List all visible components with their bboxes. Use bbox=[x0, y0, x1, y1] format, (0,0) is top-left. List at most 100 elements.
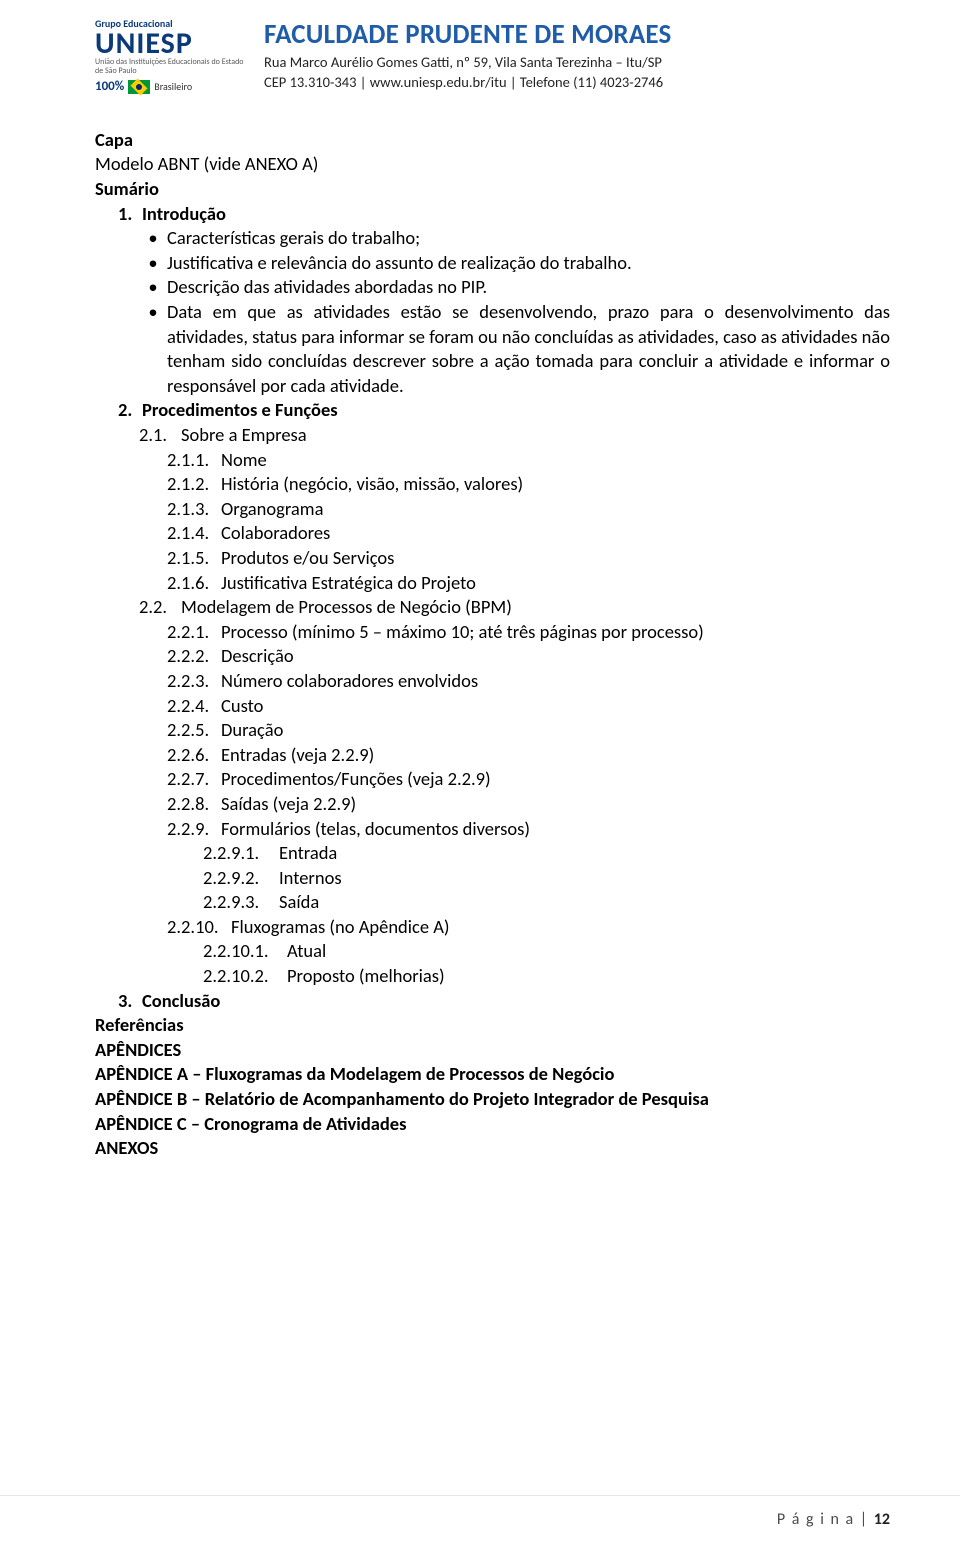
brasileiro-label: Brasileiro bbox=[154, 81, 192, 92]
num: 2.2.4. bbox=[167, 694, 221, 719]
heading-anexos: ANEXOS bbox=[95, 1136, 890, 1161]
txt: Internos bbox=[279, 866, 342, 891]
txt: Colaboradores bbox=[221, 521, 330, 546]
item-2-1-3: 2.1.3.Organograma bbox=[95, 497, 890, 522]
num: 2.1.2. bbox=[167, 472, 221, 497]
line-modelo: Modelo ABNT (vide ANEXO A) bbox=[95, 152, 890, 177]
num-2-2: 2.2. bbox=[139, 595, 181, 620]
header-text-block: FACULDADE PRUDENTE DE MORAES Rua Marco A… bbox=[264, 18, 671, 94]
txt: Entrada bbox=[279, 841, 337, 866]
website-link[interactable]: www.uniesp.edu.br/itu bbox=[370, 73, 507, 91]
item-2-2-9-3: 2.2.9.3.Saída bbox=[95, 890, 890, 915]
document-body: Capa Modelo ABNT (vide ANEXO A) Sumário … bbox=[95, 128, 890, 1161]
num: 2.2.5. bbox=[167, 718, 221, 743]
cep-text: CEP 13.310-343 | bbox=[264, 73, 370, 91]
bullet-4: •Data em que as atividades estão se dese… bbox=[95, 300, 890, 398]
txt: Custo bbox=[221, 694, 263, 719]
item-2-1: 2.1.Sobre a Empresa bbox=[95, 423, 890, 448]
institution-address: Rua Marco Aurélio Gomes Gatti, nº 59, Vi… bbox=[264, 53, 671, 73]
item-2-2-9-1: 2.2.9.1.Entrada bbox=[95, 841, 890, 866]
logo-sub-text: União das Instituições Educacionais do E… bbox=[95, 58, 250, 76]
item-2-2-9: 2.2.9.Formulários (telas, documentos div… bbox=[95, 817, 890, 842]
heading-apendices: APÊNDICES bbox=[95, 1038, 890, 1063]
page-footer: P á g i n a | 12 bbox=[777, 1510, 890, 1529]
txt: Procedimentos/Funções (veja 2.2.9) bbox=[221, 767, 491, 792]
num: 2.2.9.2. bbox=[203, 866, 279, 891]
page-number: 12 bbox=[874, 1510, 890, 1529]
footer-sep: | bbox=[855, 1510, 874, 1529]
bullet-icon: • bbox=[139, 251, 167, 276]
txt: Número colaboradores envolvidos bbox=[221, 669, 478, 694]
item-1: 1. Introdução bbox=[95, 202, 890, 227]
item-2-2-7: 2.2.7.Procedimentos/Funções (veja 2.2.9) bbox=[95, 767, 890, 792]
num: 2.2.7. bbox=[167, 767, 221, 792]
num: 2.2.3. bbox=[167, 669, 221, 694]
num: 2.1.5. bbox=[167, 546, 221, 571]
txt: Proposto (melhorias) bbox=[287, 964, 445, 989]
item-2-1-4: 2.1.4.Colaboradores bbox=[95, 521, 890, 546]
txt: Produtos e/ou Serviços bbox=[221, 546, 394, 571]
apendice-a: APÊNDICE A – Fluxogramas da Modelagem de… bbox=[95, 1062, 890, 1087]
item-3: 3.Conclusão bbox=[95, 989, 890, 1014]
num-1: 1. bbox=[118, 202, 142, 227]
txt: História (negócio, visão, missão, valore… bbox=[221, 472, 523, 497]
phone-text: | Telefone (11) 4023-2746 bbox=[507, 73, 664, 91]
num-2-1: 2.1. bbox=[139, 423, 181, 448]
page-header: Grupo Educacional UNIESP União das Insti… bbox=[95, 18, 890, 94]
flag-icon bbox=[128, 80, 150, 94]
bullet-icon: • bbox=[139, 275, 167, 300]
bullet-icon: • bbox=[139, 226, 167, 251]
txt: Saída bbox=[279, 890, 319, 915]
item-2-2-10-1: 2.2.10.1.Atual bbox=[95, 939, 890, 964]
num: 2.1.1. bbox=[167, 448, 221, 473]
percent-label: 100% bbox=[95, 80, 124, 94]
num-3: 3. bbox=[118, 989, 142, 1014]
item-2-2-9-2: 2.2.9.2.Internos bbox=[95, 866, 890, 891]
txt: Duração bbox=[221, 718, 283, 743]
item-2-2-4: 2.2.4.Custo bbox=[95, 694, 890, 719]
num-2: 2. bbox=[118, 398, 142, 423]
title-1: Introdução bbox=[142, 202, 226, 227]
item-2-2: 2.2.Modelagem de Processos de Negócio (B… bbox=[95, 595, 890, 620]
num: 2.1.4. bbox=[167, 521, 221, 546]
num: 2.2.10. bbox=[167, 915, 231, 940]
bullet-icon: • bbox=[139, 300, 167, 398]
item-2-2-10-2: 2.2.10.2.Proposto (melhorias) bbox=[95, 964, 890, 989]
txt: Nome bbox=[221, 448, 267, 473]
num: 2.2.9.1. bbox=[203, 841, 279, 866]
item-2-1-2: 2.1.2.História (negócio, visão, missão, … bbox=[95, 472, 890, 497]
item-2-1-1: 2.1.1.Nome bbox=[95, 448, 890, 473]
num: 2.2.6. bbox=[167, 743, 221, 768]
txt: Entradas (veja 2.2.9) bbox=[221, 743, 374, 768]
logo-badge: 100% Brasileiro bbox=[95, 80, 250, 94]
title-2-1: Sobre a Empresa bbox=[181, 423, 307, 448]
heading-capa: Capa bbox=[95, 128, 890, 153]
title-2-2: Modelagem de Processos de Negócio (BPM) bbox=[181, 595, 512, 620]
title-3: Conclusão bbox=[142, 989, 220, 1014]
txt: Justificativa Estratégica do Projeto bbox=[221, 571, 476, 596]
txt: Fluxogramas (no Apêndice A) bbox=[231, 915, 450, 940]
num: 2.2.10.1. bbox=[203, 939, 287, 964]
institution-contact: CEP 13.310-343 | www.uniesp.edu.br/itu |… bbox=[264, 73, 671, 93]
item-2-2-10: 2.2.10.Fluxogramas (no Apêndice A) bbox=[95, 915, 890, 940]
bullet-text: Data em que as atividades estão se desen… bbox=[167, 300, 890, 398]
txt: Formulários (telas, documentos diversos) bbox=[221, 817, 530, 842]
txt: Processo (mínimo 5 – máximo 10; até três… bbox=[221, 620, 704, 645]
heading-sumario: Sumário bbox=[95, 177, 890, 202]
item-2-2-5: 2.2.5.Duração bbox=[95, 718, 890, 743]
num: 2.2.2. bbox=[167, 644, 221, 669]
item-2-2-8: 2.2.8.Saídas (veja 2.2.9) bbox=[95, 792, 890, 817]
num: 2.1.3. bbox=[167, 497, 221, 522]
footer-divider bbox=[0, 1495, 960, 1496]
bullet-1: •Características gerais do trabalho; bbox=[95, 226, 890, 251]
bullet-2: •Justificativa e relevância do assunto d… bbox=[95, 251, 890, 276]
num: 2.2.10.2. bbox=[203, 964, 287, 989]
num: 2.2.1. bbox=[167, 620, 221, 645]
num: 2.2.9. bbox=[167, 817, 221, 842]
num: 2.2.9.3. bbox=[203, 890, 279, 915]
txt: Descrição bbox=[221, 644, 294, 669]
item-2-1-5: 2.1.5.Produtos e/ou Serviços bbox=[95, 546, 890, 571]
txt: Atual bbox=[287, 939, 326, 964]
item-2-2-3: 2.2.3.Número colaboradores envolvidos bbox=[95, 669, 890, 694]
num: 2.2.8. bbox=[167, 792, 221, 817]
